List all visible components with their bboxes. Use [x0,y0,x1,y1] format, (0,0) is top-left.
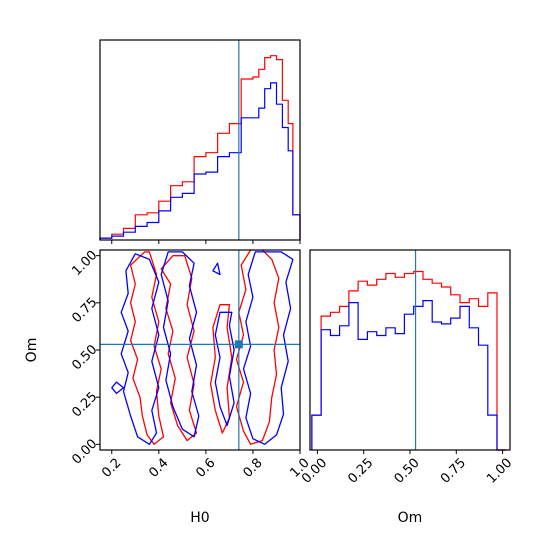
blue-contour-5 [160,251,200,438]
om-histogram-xtick-label: 0.25 [345,456,376,487]
x-axis-label-h0: H0 [190,510,209,526]
blue-histogram-step-H0 [99,82,301,240]
truth-marker [234,340,243,349]
contour-ytick-label: 0.25 [69,389,100,420]
contour-ytick-label: 0.75 [69,295,100,326]
contour-xtick-label: 0.8 [240,456,265,481]
blue-contour-6 [242,251,294,445]
h0-histogram-panel [99,39,301,244]
contour-ytick-label: 0.50 [69,342,100,373]
h0-om-contour-panel: 0.2 0.4 0.6 0.8 1.00.000.250.500.751.00 [69,248,312,481]
om-histogram-xtick-label: 0.75 [438,456,469,487]
contour-ytick-label: 1.00 [69,248,100,279]
contour-ytick-label: 0.00 [69,437,100,468]
blue-contour-8 [111,381,125,395]
y-axis-label-om: Om [24,338,40,363]
red-histogram-step-Om [311,270,507,451]
x-axis-label-om: Om [398,510,423,526]
contour-xtick-label: 0.6 [193,456,218,481]
red-contour-0 [129,251,165,445]
contour-xtick-label: 0.2 [99,456,124,481]
blue-contour-7 [214,311,235,427]
om-histogram-xtick-label: 1.00 [484,456,515,487]
red-contour-3 [209,304,233,434]
blue-contour-4 [120,253,160,445]
om-histogram-xtick-label: 0.50 [392,456,423,487]
contour-xtick-label: 0.4 [146,456,171,481]
om-histogram-panel: 0.00 0.25 0.50 0.75 1.00 [299,249,515,487]
red-histogram-step-H0 [99,55,301,240]
h0-histogram-frame [99,39,301,241]
red-contour-2 [235,250,280,445]
blue-contour-9 [212,262,221,276]
contour-lines-group [111,250,294,445]
om-histogram-frame [309,249,511,451]
blue-histogram-step-Om [311,300,507,451]
red-contour-1 [160,255,198,442]
